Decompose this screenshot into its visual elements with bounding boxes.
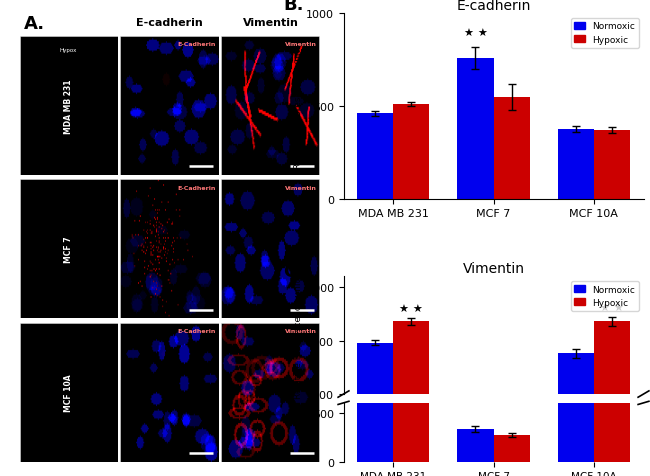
Y-axis label: Relative Fluorescence units: Relative Fluorescence units [294,44,303,169]
Text: MCF 7: MCF 7 [64,236,73,262]
Bar [393,105,430,199]
Bar [593,298,630,462]
Text: A.: A. [25,15,46,33]
Bar [393,298,430,462]
Text: MDA MB 231: MDA MB 231 [64,79,73,133]
Text: ★ ★: ★ ★ [600,304,624,314]
Bar [357,343,393,476]
Text: Vimentin: Vimentin [242,18,298,28]
Title: Vimentin: Vimentin [463,262,525,276]
Text: MCF 10A: MCF 10A [64,374,73,411]
Bar [458,466,493,476]
Legend: Normoxic, Hypoxic: Normoxic, Hypoxic [571,281,639,311]
Bar [393,322,430,476]
Text: Hypox: Hypox [60,48,77,53]
Bar [493,436,530,462]
Bar [593,131,630,199]
Bar [558,354,593,476]
Title: E-cadherin: E-cadherin [456,0,530,13]
Y-axis label: Relative Fluorescence units: Relative Fluorescence units [294,273,303,398]
Bar [558,130,593,199]
Legend: Normoxic, Hypoxic: Normoxic, Hypoxic [571,19,639,49]
Bar [458,429,493,462]
Text: Vimentin: Vimentin [285,185,317,190]
Bar [493,472,530,476]
Text: E-Cadherin: E-Cadherin [177,185,216,190]
Text: ★ ★: ★ ★ [399,304,423,314]
Text: Vimentin: Vimentin [285,42,317,47]
Text: E-Cadherin: E-Cadherin [177,42,216,47]
Bar [493,98,530,199]
Bar [593,322,630,476]
Text: B.: B. [283,0,304,14]
Text: E-cadherin: E-cadherin [136,18,203,28]
Bar [357,114,393,199]
Text: C.: C. [283,263,304,281]
Bar [357,317,393,462]
Text: E-Cadherin: E-Cadherin [177,328,216,334]
Text: Vimentin: Vimentin [285,328,317,334]
Bar [458,59,493,199]
Bar [558,327,593,462]
Text: ★ ★: ★ ★ [463,29,488,39]
